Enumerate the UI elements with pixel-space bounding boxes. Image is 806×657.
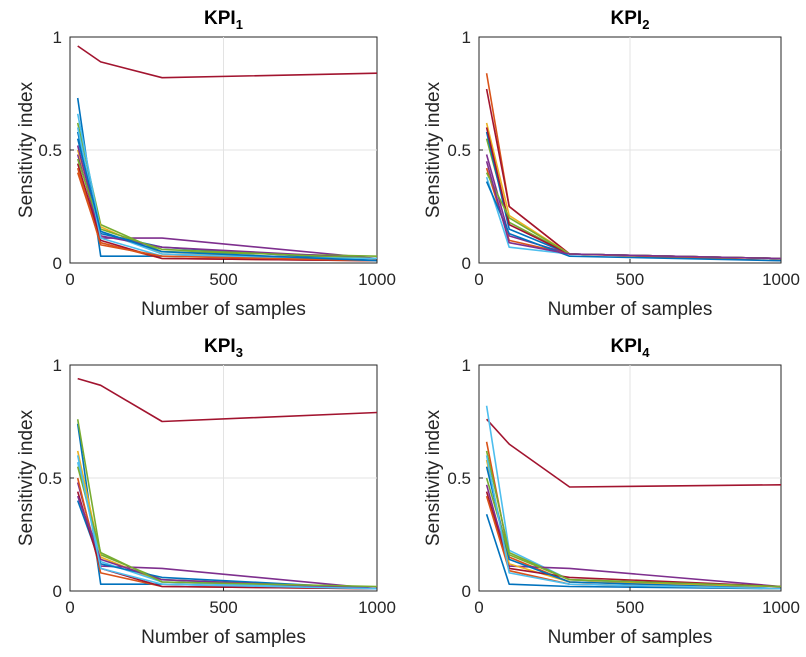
- chart-title: KPI2: [611, 8, 650, 32]
- grid-layer: [70, 365, 377, 591]
- chart-title: KPI1: [204, 8, 243, 32]
- series-line-8: [76, 131, 378, 262]
- x-tick-label: 1000: [762, 598, 800, 617]
- series-line-5: [485, 513, 782, 590]
- series-line-12: [76, 455, 378, 590]
- y-tick-label: 0: [462, 254, 471, 273]
- y-axis-label: Sensitivity index: [16, 409, 37, 546]
- series-line-5: [485, 131, 782, 260]
- chart-title-subscript: 2: [642, 17, 649, 32]
- series-layer: [76, 377, 378, 590]
- chart-title-subscript: 1: [236, 17, 243, 32]
- series-line-1: [486, 418, 782, 488]
- x-axis-label: Number of samples: [548, 627, 713, 648]
- series-line-10: [485, 495, 782, 590]
- series-line-4: [485, 138, 782, 260]
- series-line-14: [76, 138, 378, 262]
- series-layer: [76, 45, 378, 262]
- series-line-8: [485, 491, 782, 588]
- grid-layer: [70, 37, 377, 263]
- x-tick-label: 500: [209, 270, 237, 289]
- tick-layer: 0 500 1000 0 0.5 1: [447, 28, 800, 289]
- chart-title: KPI3: [204, 336, 243, 360]
- series-layer: [485, 73, 782, 262]
- x-axis-label: Number of samples: [548, 299, 713, 320]
- chart-title-main: KPI: [204, 336, 236, 357]
- panel-kpi2: 0 500 1000 0 0.5 1 KPI2 Number of samples Sen…: [423, 8, 800, 320]
- series-line-6: [485, 154, 782, 260]
- grid-layer: [479, 365, 781, 591]
- y-axis-label: Sensitivity index: [423, 409, 444, 546]
- series-line-9: [76, 163, 378, 262]
- y-tick-label: 0.5: [38, 141, 62, 160]
- tick-layer: 0 500 1000 0 0.5 1: [38, 356, 396, 617]
- series-line-6: [76, 462, 378, 590]
- series-line-11: [76, 158, 378, 260]
- series-line-3: [76, 154, 378, 260]
- y-tick-label: 0.5: [38, 469, 62, 488]
- x-axis-label: Number of samples: [141, 299, 306, 320]
- x-tick-label: 0: [65, 598, 74, 617]
- y-tick-label: 0: [53, 254, 62, 273]
- chart-title: KPI4: [611, 336, 651, 360]
- x-tick-label: 500: [209, 598, 237, 617]
- y-tick-label: 1: [53, 28, 62, 47]
- chart-title-subscript: 3: [236, 345, 243, 360]
- series-line-4: [76, 482, 378, 590]
- y-tick-label: 0: [462, 582, 471, 601]
- chart-title-subscript: 4: [642, 345, 650, 360]
- series-layer: [485, 405, 782, 590]
- series-line-12: [485, 161, 782, 260]
- y-tick-label: 1: [462, 356, 471, 375]
- series-line-1: [77, 45, 378, 79]
- y-tick-label: 1: [53, 356, 62, 375]
- x-tick-label: 500: [616, 598, 644, 617]
- y-tick-label: 1: [462, 28, 471, 47]
- chart-title-main: KPI: [611, 336, 643, 357]
- series-line-10: [485, 181, 782, 262]
- y-tick-label: 0: [53, 582, 62, 601]
- x-tick-label: 1000: [358, 270, 396, 289]
- x-tick-label: 0: [474, 598, 483, 617]
- y-tick-label: 0.5: [447, 141, 471, 160]
- tick-layer: 0 500 1000 0 0.5 1: [38, 28, 396, 289]
- chart-title-main: KPI: [611, 8, 643, 29]
- x-tick-label: 0: [65, 270, 74, 289]
- y-axis-label: Sensitivity index: [16, 81, 37, 218]
- grid-layer: [479, 37, 781, 263]
- x-tick-label: 1000: [358, 598, 396, 617]
- chart-title-main: KPI: [204, 8, 236, 29]
- series-line-2: [485, 405, 782, 590]
- x-tick-label: 1000: [762, 270, 800, 289]
- series-line-3: [485, 441, 782, 588]
- series-line-10: [76, 145, 378, 260]
- x-axis-label: Number of samples: [141, 627, 306, 648]
- tick-layer: 0 500 1000 0 0.5 1: [447, 356, 800, 617]
- series-line-13: [76, 167, 378, 262]
- y-axis-label: Sensitivity index: [423, 81, 444, 218]
- series-line-12: [485, 455, 782, 590]
- panel-kpi3: 0 500 1000 0 0.5 1 KPI3 Number of samples Sen…: [16, 336, 396, 648]
- x-tick-label: 0: [474, 270, 483, 289]
- series-line-1: [77, 377, 378, 423]
- y-tick-label: 0.5: [447, 469, 471, 488]
- panel-kpi4: 0 500 1000 0 0.5 1 KPI4 Number of samples Sen…: [423, 336, 800, 648]
- series-line-7: [76, 477, 378, 590]
- x-tick-label: 500: [616, 270, 644, 289]
- series-line-5: [76, 149, 378, 260]
